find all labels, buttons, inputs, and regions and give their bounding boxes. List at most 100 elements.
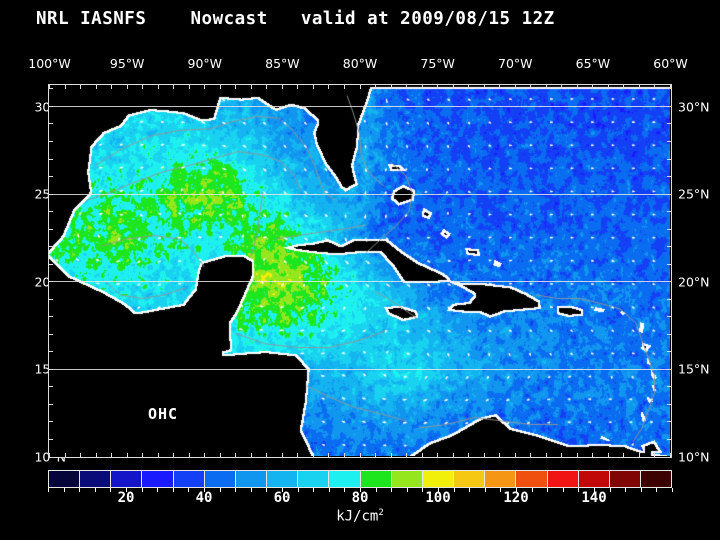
colorbar-tick <box>578 488 579 492</box>
colorbar-tick <box>563 488 564 492</box>
colorbar-tick <box>313 488 314 492</box>
axis-tick <box>623 453 624 457</box>
colorbar <box>48 470 672 488</box>
axis-tick <box>667 246 671 247</box>
axis-tick <box>577 85 578 89</box>
colorbar-band-8 <box>298 471 330 487</box>
colorbar-band-5 <box>204 471 236 487</box>
axis-tick <box>49 106 53 107</box>
colorbar-tick <box>391 488 392 492</box>
axis-tick <box>111 453 112 457</box>
colorbar-band-3 <box>142 471 174 487</box>
axis-tick <box>667 369 671 370</box>
axis-tick <box>422 453 423 457</box>
axis-tick <box>667 123 671 124</box>
axis-tick <box>667 421 671 422</box>
axis-tick <box>251 85 252 89</box>
colorbar-tick <box>298 488 299 492</box>
axis-tick <box>96 453 97 457</box>
axis-tick <box>49 369 53 370</box>
axis-tick <box>422 85 423 89</box>
lon-label-80W: 80°W <box>342 56 378 71</box>
lat-label-r-30N: 30°N <box>678 99 710 114</box>
colorbar-tick <box>532 488 533 492</box>
colorbar-tick <box>594 488 595 492</box>
gridline-lat <box>49 194 671 195</box>
colorbar-band-10 <box>360 471 392 487</box>
colorbar-band-9 <box>329 471 361 487</box>
lat-label-r-20N: 20°N <box>678 274 710 289</box>
axis-tick <box>667 194 671 195</box>
axis-tick <box>49 85 50 89</box>
colorbar-tick <box>516 488 517 492</box>
lon-label-95W: 95°W <box>109 56 145 71</box>
axis-tick <box>49 159 53 160</box>
axis-tick <box>49 246 53 247</box>
axis-tick <box>142 85 143 89</box>
axis-tick <box>49 123 53 124</box>
axis-tick <box>561 453 562 457</box>
axis-tick <box>158 85 159 89</box>
colorbar-tick <box>157 488 158 492</box>
colorbar-tick <box>656 488 657 492</box>
colorbar-band-14 <box>485 471 517 487</box>
colorbar-band-11 <box>391 471 423 487</box>
colorbar-label-40: 40 <box>195 490 213 506</box>
axis-tick <box>670 453 671 457</box>
axis-tick <box>468 453 469 457</box>
axis-tick <box>406 85 407 89</box>
colorbar-tick <box>188 488 189 492</box>
axis-tick <box>667 141 671 142</box>
colorbar-unit-text: kJ/cm <box>336 508 379 525</box>
colorbar-band-15 <box>516 471 548 487</box>
axis-tick <box>49 141 53 142</box>
axis-tick <box>344 453 345 457</box>
colorbar-band-16 <box>547 471 579 487</box>
axis-tick <box>667 404 671 405</box>
axis-tick <box>282 453 283 457</box>
axis-tick <box>667 176 671 177</box>
map-plot-area <box>48 84 672 458</box>
colorbar-band-7 <box>267 471 299 487</box>
colorbar-tick <box>173 488 174 492</box>
lat-label-r-15N: 15°N <box>678 361 710 377</box>
colorbar-band-1 <box>80 471 112 487</box>
axis-tick <box>515 85 516 89</box>
lon-label-65W: 65°W <box>575 56 611 71</box>
colorbar-tick <box>95 488 96 492</box>
colorbar-tick <box>282 488 283 492</box>
colorbar-tick <box>220 488 221 492</box>
axis-tick <box>328 85 329 89</box>
axis-tick <box>251 453 252 457</box>
colorbar-unit-exponent: 2 <box>378 508 384 518</box>
axis-tick <box>360 85 361 89</box>
axis-tick <box>282 85 283 89</box>
axis-tick <box>360 453 361 457</box>
colorbar-label-100: 100 <box>425 490 451 506</box>
colorbar-tick <box>235 488 236 492</box>
axis-tick <box>437 85 438 89</box>
axis-tick <box>667 264 671 265</box>
colorbar-tick <box>376 488 377 492</box>
colorbar-tick <box>204 488 205 492</box>
axis-tick <box>670 85 671 89</box>
axis-tick <box>667 316 671 317</box>
axis-tick <box>375 85 376 89</box>
colorbar-label-20: 20 <box>117 490 135 506</box>
axis-tick <box>65 85 66 89</box>
axis-tick <box>158 453 159 457</box>
axis-tick <box>515 453 516 457</box>
colorbar-tick <box>485 488 486 492</box>
axis-tick <box>453 453 454 457</box>
axis-tick <box>608 453 609 457</box>
colorbar-tick <box>79 488 80 492</box>
axis-tick <box>391 453 392 457</box>
axis-tick <box>49 439 53 440</box>
axis-tick <box>667 229 671 230</box>
axis-tick <box>204 85 205 89</box>
colorbar-unit-label: kJ/cm2 <box>336 508 384 525</box>
axis-tick <box>220 453 221 457</box>
axis-tick <box>654 85 655 89</box>
axis-tick <box>667 386 671 387</box>
lat-label-r-10N: 10°N <box>678 449 710 464</box>
